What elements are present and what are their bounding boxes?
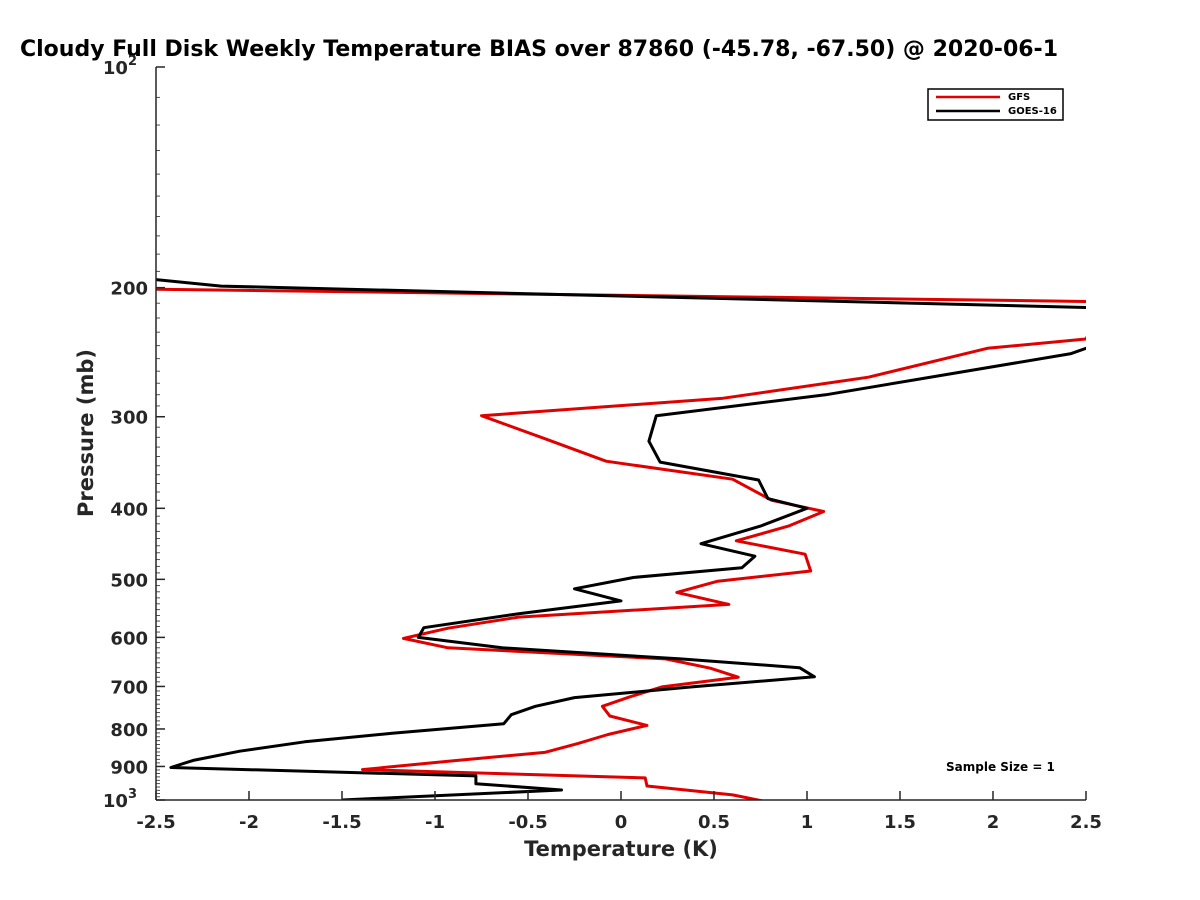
legend-label-gfs: GFS <box>1008 92 1030 103</box>
y-tick-label: 102 <box>103 54 137 79</box>
series-line-gfs <box>156 287 1086 800</box>
y-axis-label: Pressure (mb) <box>74 349 98 517</box>
plot-background <box>156 67 1086 800</box>
legend-label-goes16: GOES-16 <box>1008 106 1057 117</box>
x-tick-label: 1 <box>801 812 814 833</box>
y-tick-label: 300 <box>110 408 148 429</box>
y-tick-label: 500 <box>110 570 148 591</box>
chart-title: Cloudy Full Disk Weekly Temperature BIAS… <box>20 37 1058 62</box>
y-tick-label: 700 <box>110 677 148 698</box>
x-tick-label: -2.5 <box>136 812 175 833</box>
y-tick-label: 800 <box>110 720 148 741</box>
x-axis-label: Temperature (K) <box>524 837 718 861</box>
y-tick-label: 600 <box>110 628 148 649</box>
y-axis-ticks: 102 200 300 400 500 600 700 800 900 103 <box>103 54 165 812</box>
x-tick-label: -0.5 <box>508 812 547 833</box>
series-line-goes16 <box>156 278 1086 800</box>
y-tick-label: 200 <box>110 279 148 300</box>
legend-box <box>927 88 1064 121</box>
sample-size-annotation: Sample Size = 1 <box>946 760 1055 774</box>
x-tick-label: 2 <box>987 812 1000 833</box>
x-axis-ticks: -2.5 -2 -1.5 -1 -0.5 0 0.5 1 1.5 2 2.5 <box>136 791 1102 833</box>
x-tick-label: -1 <box>425 812 445 833</box>
legend: GFS GOES-16 <box>927 88 1064 121</box>
x-tick-label: -1.5 <box>322 812 361 833</box>
x-tick-label: 2.5 <box>1070 812 1102 833</box>
x-tick-label: -2 <box>239 812 259 833</box>
x-tick-label: 1.5 <box>884 812 916 833</box>
series-layer <box>156 278 1086 800</box>
y-tick-label: 900 <box>110 757 148 778</box>
y-tick-label: 103 <box>103 787 137 812</box>
x-tick-label: 0 <box>615 812 628 833</box>
y-tick-label: 400 <box>110 499 148 520</box>
x-tick-label: 0.5 <box>698 812 730 833</box>
